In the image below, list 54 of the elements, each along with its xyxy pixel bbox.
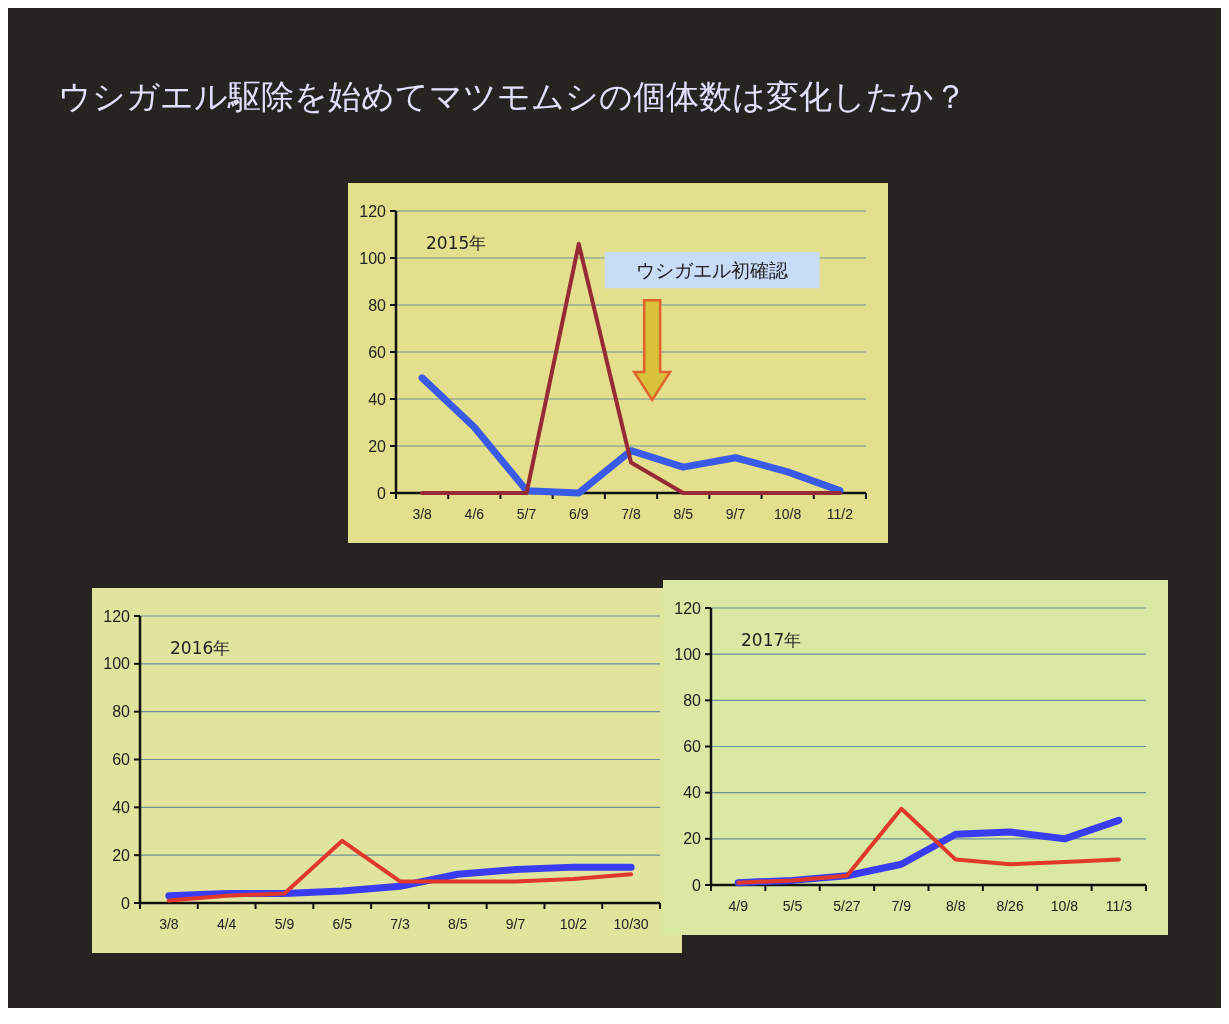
y-tick-label: 60: [112, 751, 131, 769]
annotation: ウシガエル初確認: [636, 258, 789, 281]
y-tick-label: 100: [674, 645, 702, 663]
y-tick-label: 0: [377, 484, 387, 502]
x-tick-label: 10/30: [613, 916, 649, 932]
y-tick-label: 120: [359, 202, 387, 220]
line-series: [736, 806, 1121, 885]
x-tick-label: 7/9: [891, 898, 912, 914]
x-tick-label: 8/26: [996, 898, 1024, 914]
x-tick-label: 6/9: [569, 506, 589, 522]
x-tick-label: 11/2: [826, 506, 854, 522]
x-tick-label: 5/27: [833, 898, 861, 914]
x-tick-label: 9/7: [505, 916, 526, 932]
line-series: [166, 838, 634, 903]
y-tick-label: 0: [121, 894, 131, 912]
y-tick-label: 0: [692, 876, 702, 894]
x-tick-label: 10/8: [1050, 898, 1079, 914]
annotation: 2015年: [426, 233, 487, 253]
x-tick-label: 8/5: [448, 916, 468, 932]
y-tick-label: 80: [368, 296, 387, 314]
y-tick-label: 20: [112, 846, 131, 864]
x-tick-label: 9/7: [725, 506, 746, 522]
y-tick-label: 40: [683, 784, 702, 802]
y-tick-label: 100: [103, 655, 131, 673]
annotation: 2017年: [741, 630, 802, 650]
y-tick-label: 40: [112, 798, 131, 816]
y-tick-label: 40: [368, 390, 387, 408]
x-tick-label: 7/8: [621, 506, 641, 522]
x-tick-label: 8/5: [673, 506, 694, 522]
x-tick-label: 11/3: [1105, 898, 1133, 914]
x-tick-label: 4/9: [728, 898, 749, 914]
x-tick-label: 6/5: [332, 916, 353, 932]
y-tick-label: 80: [112, 703, 131, 721]
x-tick-label: 10/8: [774, 506, 802, 522]
x-tick-label: 8/8: [945, 898, 966, 914]
x-tick-label: 7/3: [390, 916, 410, 932]
x-tick-label: 4/6: [464, 506, 485, 522]
chart-title: ウシガエル駆除を始めてマツモムシの個体数は変化したか？: [58, 77, 967, 116]
y-tick-label: 60: [683, 738, 702, 756]
y-tick-label: 20: [368, 437, 387, 455]
x-tick-label: 3/8: [412, 506, 433, 522]
x-tick-label: 4/4: [216, 916, 237, 932]
x-tick-label: 10/2: [559, 916, 588, 932]
x-tick-label: 5/9: [274, 916, 295, 932]
y-tick-label: 20: [683, 830, 702, 848]
y-tick-label: 60: [368, 343, 387, 361]
y-tick-label: 80: [683, 691, 702, 709]
annotation: 2016年: [170, 638, 231, 658]
y-tick-label: 120: [674, 599, 702, 617]
x-tick-label: 3/8: [159, 916, 179, 932]
y-tick-label: 120: [103, 607, 131, 625]
y-tick-label: 100: [359, 249, 387, 267]
x-tick-label: 5/5: [782, 898, 803, 914]
x-tick-label: 5/7: [516, 506, 537, 522]
